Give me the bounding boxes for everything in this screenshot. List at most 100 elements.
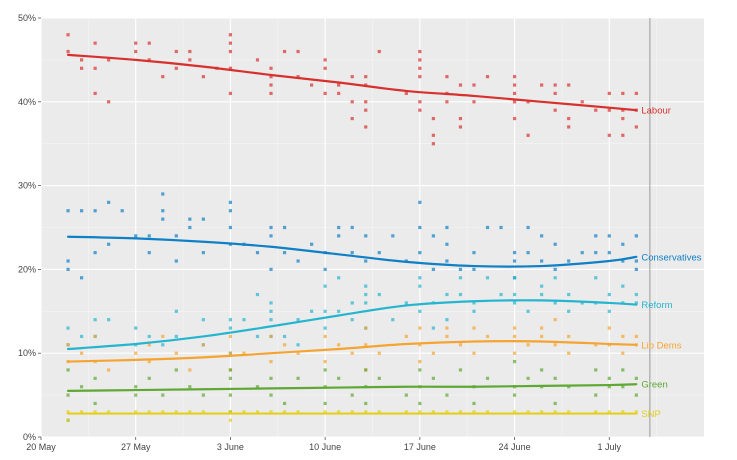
green-poll-point: [567, 385, 571, 389]
green-poll-point: [161, 393, 165, 397]
lib-dems-poll-point: [161, 334, 165, 339]
reform-poll-point: [282, 334, 287, 339]
labour-poll-point: [472, 83, 476, 87]
conservatives-poll-point: [337, 234, 341, 238]
green-poll-point: [634, 376, 638, 380]
labour-poll-point: [458, 116, 463, 121]
conservatives-poll-point: [337, 225, 341, 230]
reform-poll-point: [634, 292, 638, 297]
lib-dems-poll-point: [567, 334, 571, 339]
reform-poll-point: [147, 334, 151, 339]
conservatives-poll-point: [553, 242, 557, 246]
reform-poll-point: [567, 292, 571, 297]
reform-trend-line: [66, 299, 638, 351]
reform-poll-point: [445, 318, 449, 322]
labour-poll-point: [310, 83, 314, 87]
green-poll-point: [472, 401, 476, 406]
green-poll-point: [134, 385, 138, 389]
reform-poll-point: [107, 318, 111, 322]
snp-poll-point: [540, 410, 544, 414]
conservatives-poll-point: [134, 234, 138, 238]
reform-poll-point: [310, 309, 314, 313]
reform-poll-point: [323, 326, 327, 330]
trend-lines: [66, 53, 638, 415]
snp-poll-point: [255, 410, 260, 414]
x-tick-label: 27 May: [121, 442, 151, 452]
conservatives-poll-point: [594, 234, 598, 238]
green-poll-point: [255, 385, 260, 389]
reform-poll-point: [350, 301, 354, 305]
lib-dems-poll-point: [607, 326, 611, 330]
conservatives-poll-point: [499, 225, 503, 230]
lib-dems-poll-point: [553, 318, 557, 322]
labour-poll-point: [418, 58, 422, 62]
x-tick-label: 17 June: [404, 442, 436, 452]
lib-dems-poll-point: [228, 334, 233, 339]
snp-poll-point: [296, 410, 300, 414]
conservatives-poll-point: [161, 217, 165, 221]
conservatives-poll-point: [174, 259, 178, 263]
conservatives-poll-point: [107, 200, 111, 204]
lib-dems-poll-point: [567, 351, 571, 355]
conservatives-poll-point: [350, 225, 354, 230]
conservatives-poll-point: [147, 251, 151, 255]
labour-poll-point: [445, 100, 449, 104]
x-tick-label: 1 July: [598, 442, 622, 452]
green-poll-point: [607, 385, 611, 389]
labour-poll-point: [107, 100, 111, 104]
reform-poll-point: [174, 334, 178, 339]
conservatives-poll-point: [445, 242, 449, 246]
green-poll-point: [540, 368, 544, 372]
labour-poll-point: [364, 108, 368, 112]
reform-poll-point: [364, 284, 368, 288]
green-poll-point: [66, 393, 70, 397]
conservatives-poll-point: [228, 200, 233, 204]
green-poll-point: [296, 376, 300, 380]
lib-dems-series-label: Lib Dems: [641, 340, 681, 351]
reform-poll-point: [472, 301, 476, 305]
reform-series-label: Reform: [641, 300, 672, 311]
x-tick-label: 24 June: [499, 442, 531, 452]
conservatives-poll-point: [567, 259, 571, 263]
conservatives-poll-point: [66, 209, 70, 213]
snp-poll-point: [161, 410, 165, 414]
labour-poll-point: [445, 75, 449, 79]
lib-dems-poll-point: [66, 343, 70, 347]
green-poll-point: [188, 385, 192, 389]
labour-poll-point: [567, 116, 571, 121]
snp-poll-point: [458, 410, 463, 414]
reform-poll-point: [553, 276, 557, 280]
green-poll-point: [621, 385, 625, 389]
green-poll-point: [228, 393, 233, 397]
green-trend-line: [66, 383, 638, 393]
conservatives-poll-point: [580, 251, 584, 255]
lib-dems-poll-point: [201, 343, 205, 347]
conservatives-poll-point: [161, 192, 165, 196]
snp-poll-point: [350, 410, 354, 414]
reform-poll-point: [607, 292, 611, 297]
conservatives-poll-point: [634, 234, 638, 238]
lib-dems-poll-point: [282, 343, 287, 347]
y-tick-label: 30%: [18, 181, 36, 191]
conservatives-poll-point: [147, 234, 151, 238]
conservatives-poll-point: [445, 225, 449, 230]
labour-poll-point: [107, 58, 111, 62]
snp-poll-point: [485, 410, 490, 414]
y-tick-label: 50%: [18, 13, 36, 23]
green-poll-point: [404, 393, 408, 397]
green-poll-point: [323, 401, 327, 406]
reform-poll-point: [485, 276, 490, 280]
labour-poll-point: [594, 108, 598, 112]
labour-poll-point: [350, 116, 354, 121]
snp-poll-point: [93, 410, 97, 414]
reform-poll-point: [499, 292, 503, 297]
lib-dems-poll-point: [323, 334, 327, 339]
green-poll-point: [553, 401, 557, 406]
reform-poll-point: [431, 326, 435, 330]
conservatives-poll-point: [634, 267, 638, 271]
conservatives-poll-point: [201, 217, 205, 221]
conservatives-poll-point: [269, 234, 273, 238]
labour-poll-point: [201, 75, 205, 79]
axes: 0% 10% 20% 30% 40% 50% 20 May 27 May 3 June 10 Ju…: [18, 13, 622, 452]
